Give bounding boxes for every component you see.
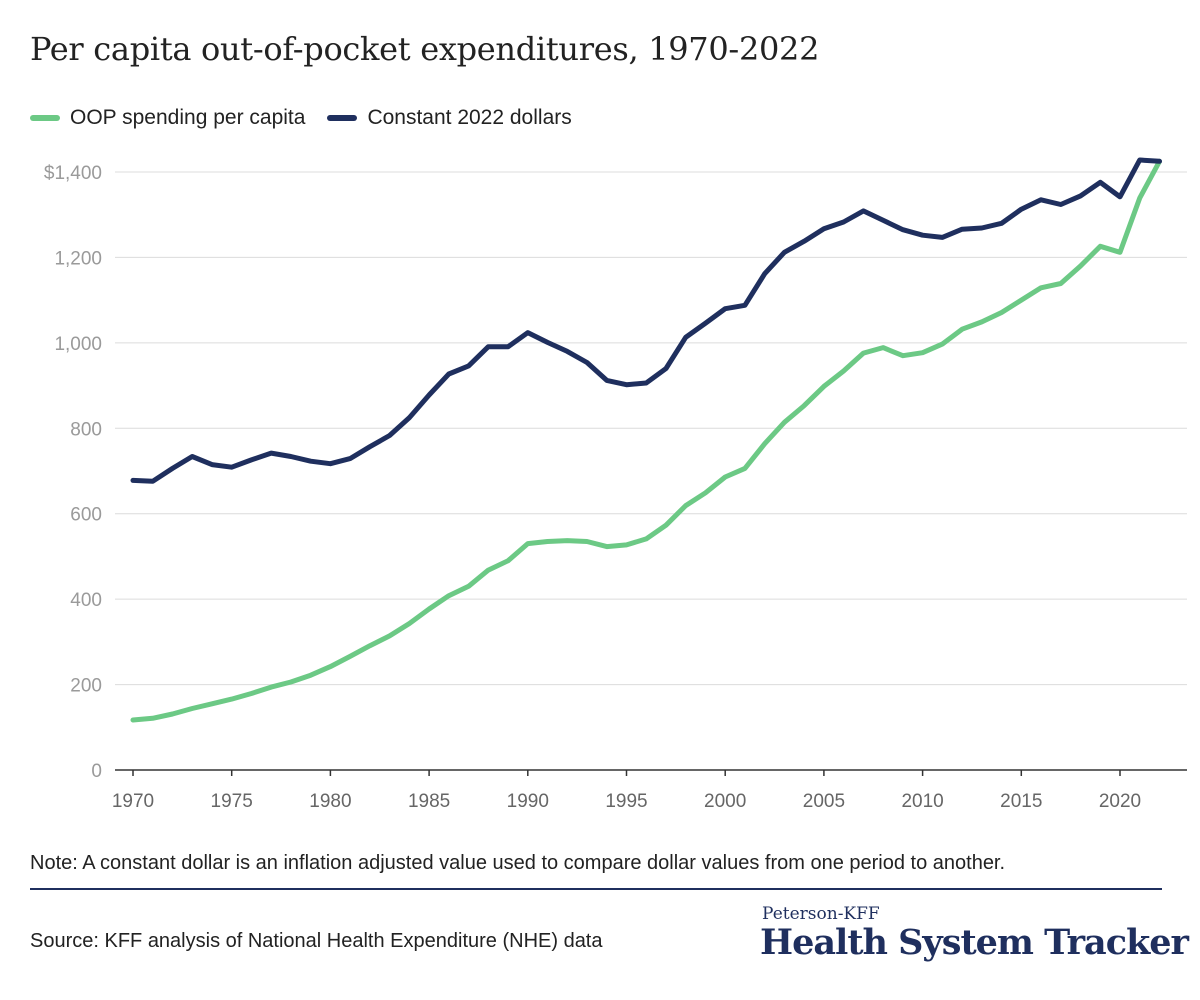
y-tick-label: 400 [70, 590, 102, 611]
series-line-constant-dollars [130, 157, 1162, 484]
legend-swatch-oop [30, 115, 60, 121]
x-axis: 1970 1975 1980 1985 1990 1995 2000 2005 2010 2015… [112, 769, 1187, 812]
x-tick-label: 2020 [1099, 791, 1141, 812]
x-tick-label: 1995 [605, 791, 647, 812]
x-tick-label: 1975 [211, 791, 253, 812]
series-line-oop-spending [130, 158, 1162, 723]
legend-label-oop: OOP spending per capita [70, 106, 306, 129]
y-axis-ticks: 0 200 400 600 800 1,000 1,200 $1,400 [44, 163, 102, 782]
y-tick-label: 1,200 [54, 248, 102, 269]
y-tick-label: 0 [91, 761, 102, 782]
footer-divider [30, 888, 1162, 890]
gridlines [115, 171, 1187, 686]
y-tick-label: 200 [70, 676, 102, 697]
y-tick-label: 600 [70, 505, 102, 526]
legend-swatch-constant [327, 115, 358, 121]
brand-logo-small: Peterson-KFF [762, 904, 880, 924]
x-tick-label: 2015 [1000, 791, 1042, 812]
x-tick-label: 2005 [803, 791, 845, 812]
y-tick-label: 1,000 [54, 334, 102, 355]
chart-legend: OOP spending per capita Constant 2022 do… [30, 106, 572, 130]
legend-item-constant: Constant 2022 dollars [327, 106, 572, 130]
x-tick-label: 1980 [309, 791, 351, 812]
brand-logo: Peterson-KFF Health System Tracker [760, 904, 1189, 963]
chart-title: Per capita out-of-pocket expenditures, 1… [30, 30, 820, 68]
brand-logo-big: Health System Tracker [760, 922, 1189, 963]
legend-label-constant: Constant 2022 dollars [367, 106, 572, 129]
legend-item-oop: OOP spending per capita [30, 106, 305, 130]
chart-note: Note: A constant dollar is an inflation … [30, 852, 1006, 874]
y-tick-label: $1,400 [44, 163, 102, 184]
x-tick-label: 2000 [704, 791, 746, 812]
x-tick-label: 1985 [408, 791, 450, 812]
y-tick-label: 800 [70, 419, 102, 440]
chart-source: Source: KFF analysis of National Health … [30, 930, 603, 952]
x-tick-label: 1970 [112, 791, 154, 812]
series-lines [130, 157, 1162, 723]
x-tick-label: 2010 [901, 791, 943, 812]
x-tick-label: 1990 [507, 791, 549, 812]
